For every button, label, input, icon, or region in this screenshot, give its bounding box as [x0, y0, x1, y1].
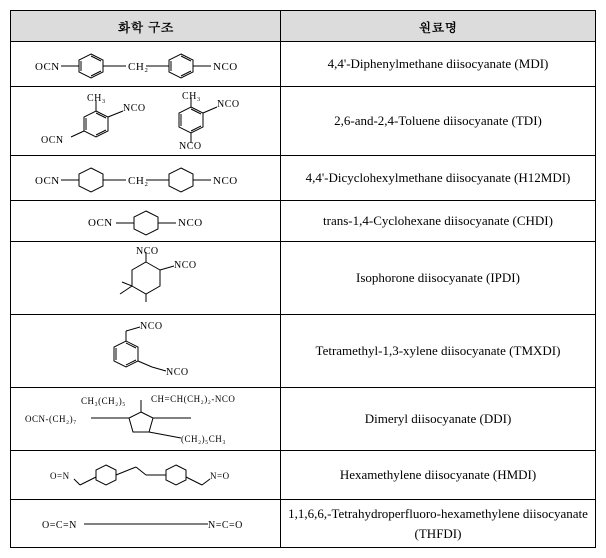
- header-structure: 화학 구조: [11, 11, 281, 42]
- svg-text:NCO: NCO: [123, 103, 146, 114]
- svg-text:CH₃: CH₃: [182, 91, 201, 102]
- name-cell: 1,1,6,6,-Tetrahydroperfluoro-hexamethyle…: [281, 500, 596, 548]
- chemical-table: 화학 구조 원료명: [10, 10, 596, 548]
- svg-text:(CH₂)₅CH₃: (CH₂)₅CH₃: [181, 434, 226, 444]
- svg-text:NCO: NCO: [140, 321, 163, 332]
- table-row: OCN NCO trans-1,4-Cyclohexane diisocyana…: [11, 201, 596, 242]
- name-cell: Dimeryl diisocyanate (DDI): [281, 388, 596, 451]
- svg-text:CH=CH(CH₂)₂-NCO: CH=CH(CH₂)₂-NCO: [151, 394, 235, 404]
- svg-text:CH₃: CH₃: [87, 93, 106, 104]
- svg-text:O=C=N: O=C=N: [42, 520, 77, 531]
- svg-text:CH₂: CH₂: [128, 175, 149, 187]
- svg-text:O=N: O=N: [50, 471, 70, 481]
- name-cell: Isophorone diisocyanate (IPDI): [281, 242, 596, 315]
- svg-text:NCO: NCO: [213, 175, 238, 187]
- svg-text:OCN: OCN: [35, 175, 60, 187]
- structure-cell: OCN NCO: [11, 201, 281, 242]
- table-row: OCN CH₂ NCO 4,4'-Diphenylmethane diisocy…: [11, 42, 596, 87]
- svg-text:NCO: NCO: [166, 367, 189, 378]
- svg-text:CH₃(CH₂)₅: CH₃(CH₂)₅: [81, 396, 126, 406]
- table-row: CH₃ OCN NCO CH₃ NCO NCO 2,6-and-2,4-Tolu…: [11, 87, 596, 156]
- svg-text:OCN-(CH₂)₇: OCN-(CH₂)₇: [25, 414, 77, 424]
- table-row: NCO NCO Tetramethyl-1,3-xylene diisocyan…: [11, 315, 596, 388]
- name-cell: 2,6-and-2,4-Toluene diisocyanate (TDI): [281, 87, 596, 156]
- table-row: OCN CH₂ NCO 4,4'-Dicyclohexylmethane dii…: [11, 156, 596, 201]
- structure-cell: OCN CH₂ NCO: [11, 42, 281, 87]
- name-cell: 4,4'-Dicyclohexylmethane diisocyanate (H…: [281, 156, 596, 201]
- table-row: O=N N=O Hexamethylene diisocyanate (HMDI…: [11, 451, 596, 500]
- name-cell: Hexamethylene diisocyanate (HMDI): [281, 451, 596, 500]
- svg-text:CH₂: CH₂: [128, 61, 149, 73]
- svg-text:NCO: NCO: [217, 99, 240, 110]
- svg-text:OCN: OCN: [41, 135, 64, 146]
- svg-text:NCO: NCO: [213, 61, 238, 73]
- structure-cell: CH₃ OCN NCO CH₃ NCO NCO: [11, 87, 281, 156]
- structure-cell: OCN CH₂ NCO: [11, 156, 281, 201]
- structure-cell: CH₃(CH₂)₅ CH=CH(CH₂)₂-NCO OCN-(CH₂)₇ (CH…: [11, 388, 281, 451]
- name-cell: trans-1,4-Cyclohexane diisocyanate (CHDI…: [281, 201, 596, 242]
- svg-text:NCO: NCO: [179, 141, 202, 151]
- svg-text:OCN: OCN: [88, 217, 113, 229]
- structure-cell: NCO NCO: [11, 242, 281, 315]
- name-cell: 4,4'-Diphenylmethane diisocyanate (MDI): [281, 42, 596, 87]
- svg-text:NCO: NCO: [136, 246, 159, 257]
- table-row: CH₃(CH₂)₅ CH=CH(CH₂)₂-NCO OCN-(CH₂)₇ (CH…: [11, 388, 596, 451]
- name-cell: Tetramethyl-1,3-xylene diisocyanate (TMX…: [281, 315, 596, 388]
- svg-text:NCO: NCO: [174, 260, 197, 271]
- svg-text:NCO: NCO: [178, 217, 203, 229]
- structure-cell: O=C=N N=C=O: [11, 500, 281, 548]
- table-row: O=C=N N=C=O 1,1,6,6,-Tetrahydroperfluoro…: [11, 500, 596, 548]
- header-row: 화학 구조 원료명: [11, 11, 596, 42]
- structure-cell: O=N N=O: [11, 451, 281, 500]
- table-row: NCO NCO Isophorone diisocyanate (IPDI): [11, 242, 596, 315]
- structure-cell: NCO NCO: [11, 315, 281, 388]
- svg-text:OCN: OCN: [35, 61, 60, 73]
- svg-text:N=O: N=O: [210, 471, 230, 481]
- svg-text:N=C=O: N=C=O: [208, 520, 243, 531]
- header-name: 원료명: [281, 11, 596, 42]
